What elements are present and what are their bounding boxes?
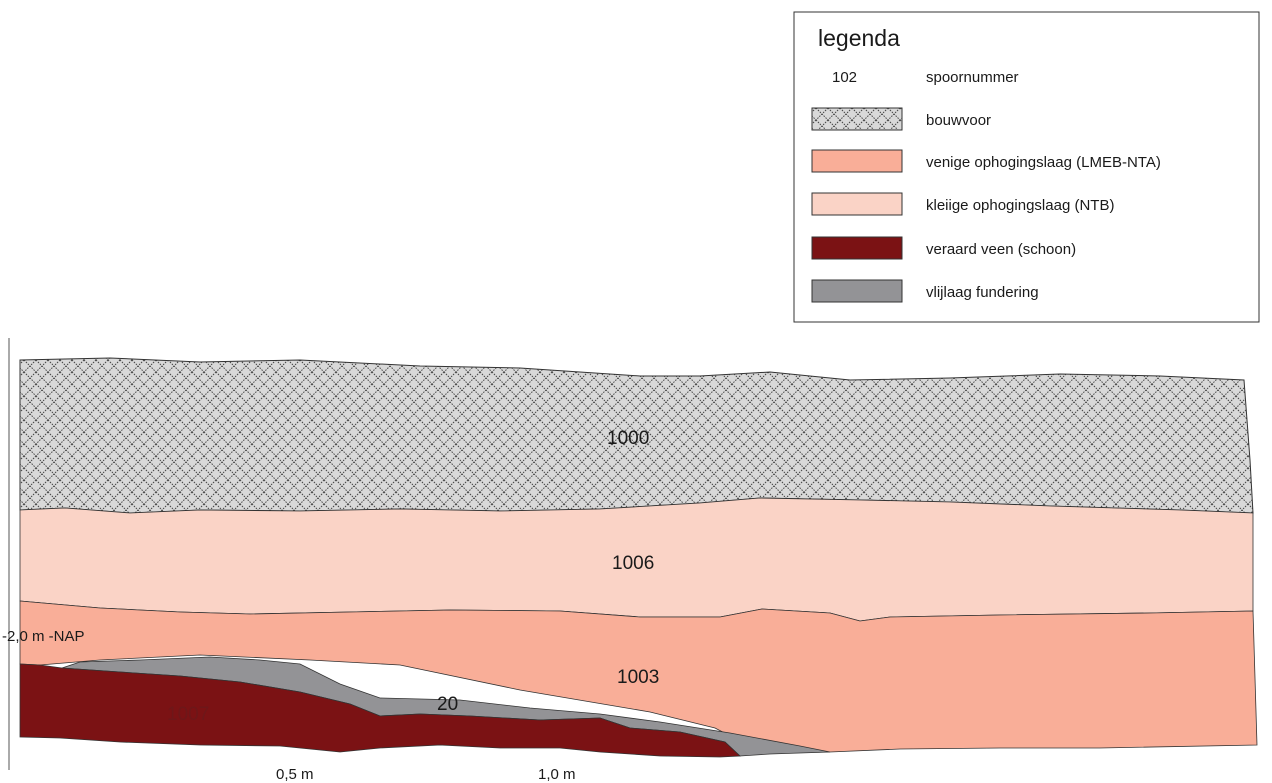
- legend-label-veen: veraard veen (schoon): [926, 241, 1076, 258]
- layer-1007-veen: [19, 663, 741, 758]
- legend: legenda 102 spoornummer bouwvoor venige …: [793, 11, 1260, 323]
- legend-title: legenda: [818, 25, 900, 51]
- legend-label-spoornummer: spoornummer: [926, 69, 1019, 86]
- layer-label-1003: 1003: [617, 667, 659, 688]
- legend-swatch-spoornummer: 102: [832, 69, 857, 86]
- layer-label-1000: 1000: [607, 428, 649, 449]
- scale-tick-0-5: 0,5 m: [276, 766, 314, 783]
- legend-swatch-venige: [811, 149, 903, 173]
- layer-label-1007: 1007: [167, 704, 209, 725]
- layer-1003-venige: [19, 600, 1258, 754]
- legend-label-venige: venige ophogingslaag (LMEB-NTA): [926, 154, 1161, 171]
- legend-swatch-veen: [811, 236, 903, 260]
- layer-label-1006: 1006: [612, 553, 654, 574]
- nap-level-label: -2,0 m -NAP: [2, 628, 85, 645]
- layer-label-20: 20: [437, 694, 458, 715]
- legend-label-kleiige: kleiige ophogingslaag (NTB): [926, 197, 1114, 214]
- scale-tick-1-0: 1,0 m: [538, 766, 576, 783]
- legend-swatch-bouwvoor: [811, 107, 903, 131]
- legend-swatch-kleiige: [811, 192, 903, 216]
- legend-label-bouwvoor: bouwvoor: [926, 112, 991, 129]
- legend-swatch-vlijlaag: [811, 279, 903, 303]
- legend-label-vlijlaag: vlijlaag fundering: [926, 284, 1039, 301]
